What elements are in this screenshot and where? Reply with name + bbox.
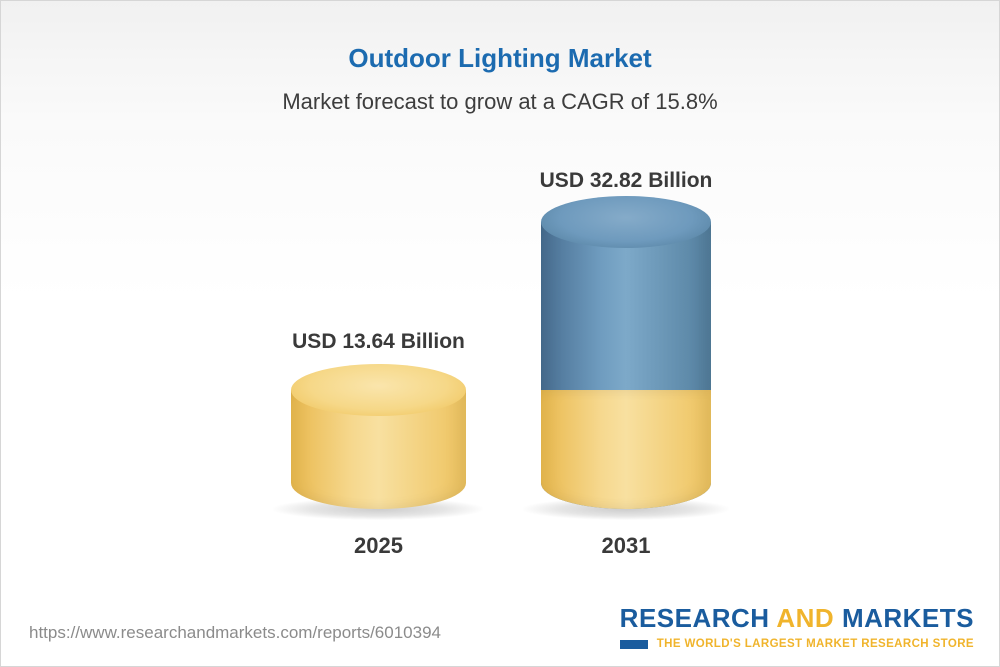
logo-wordmark: RESEARCH AND MARKETS: [620, 603, 974, 634]
logo-tagline-row: THE WORLD'S LARGEST MARKET RESEARCH STOR…: [619, 638, 974, 650]
cylinder-2025-body: [291, 363, 466, 509]
logo-word-markets: MARKETS: [841, 603, 974, 633]
year-label-2031: 2031: [601, 533, 651, 558]
cylinder-2031-body: [541, 195, 711, 509]
chart-subtitle: Market forecast to grow at a CAGR of 15.…: [282, 89, 718, 114]
chart-title: Outdoor Lighting Market: [348, 43, 652, 73]
logo-tagline: THE WORLD'S LARGEST MARKET RESEARCH STOR…: [656, 638, 974, 650]
report-url: https://www.researchandmarkets.com/repor…: [29, 623, 441, 642]
cylinder-2031-base-segment: [541, 389, 711, 509]
cylinder-2025-top-ellipse: [291, 363, 466, 416]
cylinder-2031-top-ellipse: [541, 195, 711, 248]
research-and-markets-logo: RESEARCH AND MARKETS THE WORLD'S LARGEST…: [619, 603, 974, 650]
logo-word-research: RESEARCH: [619, 603, 770, 633]
value-label-2031: USD 32.82 Billion: [539, 169, 713, 192]
logo-underline-bar: [619, 639, 648, 649]
value-label-2025: USD 13.64 Billion: [292, 330, 465, 353]
year-label-2025: 2025: [354, 533, 403, 558]
logo-word-and: AND: [776, 603, 835, 633]
